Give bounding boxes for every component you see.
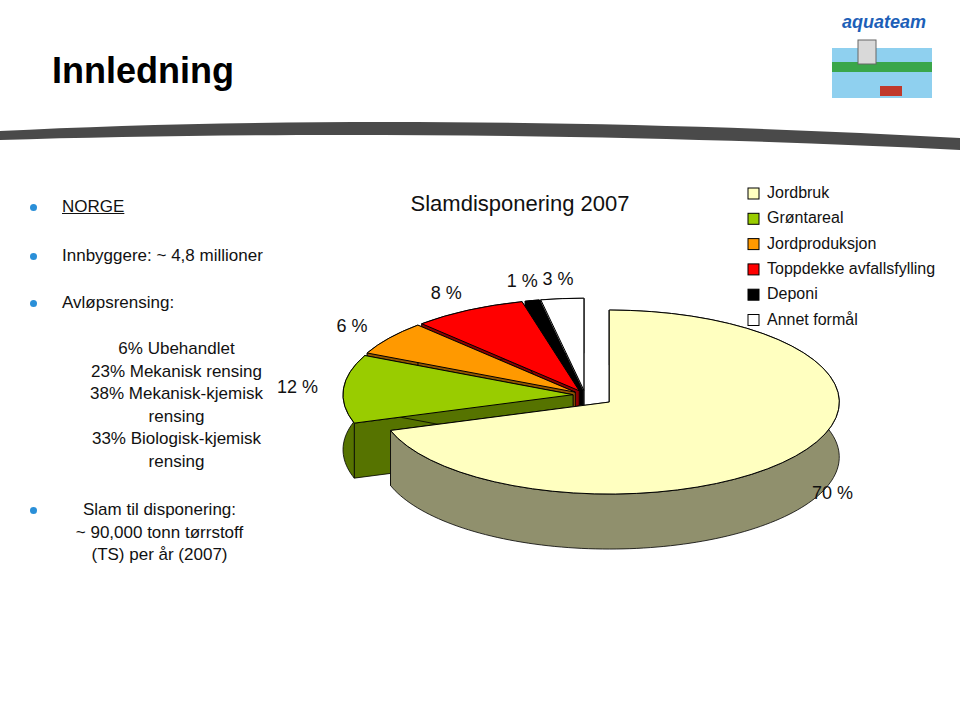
legend-swatch xyxy=(748,264,759,275)
data-label: 70 % xyxy=(812,483,853,503)
bullet: Slam til disponering:~ 90,000 tonn tørrs… xyxy=(62,499,257,567)
sub-item: 23% Mekanisk rensing xyxy=(74,361,279,384)
legend-swatch xyxy=(748,315,759,326)
bullet: Innbyggere: ~ 4,8 millioner xyxy=(62,245,322,268)
bullet-dot xyxy=(30,204,37,211)
logo-ground xyxy=(832,62,932,72)
logo: aquateam xyxy=(832,12,932,98)
sub-item: 38% Mekanisk-kjemisk rensing xyxy=(74,383,279,428)
slice-group xyxy=(391,310,840,549)
bullet-line: ~ 90,000 tonn tørrstoff xyxy=(62,522,257,545)
logo-text: aquateam xyxy=(842,12,926,32)
logo-tank xyxy=(880,86,902,96)
data-label: 12 % xyxy=(277,377,318,397)
slide-title: Innledning xyxy=(52,50,234,91)
legend-label: Toppdekke avfallsfylling xyxy=(767,260,935,277)
sub-item: 33% Biologisk-kjemisk rensing xyxy=(74,428,279,473)
logo-building xyxy=(858,40,876,64)
data-label: 3 % xyxy=(542,269,573,289)
bullet-dot xyxy=(30,507,37,514)
legend-swatch xyxy=(748,213,759,224)
legend: Jordbruk Grøntareal Jordproduksjon Toppdekk… xyxy=(748,184,935,328)
pie-slice xyxy=(391,310,840,494)
data-label: 1 % xyxy=(507,271,538,291)
bullet-dot xyxy=(30,253,37,260)
sub-list: 6% Ubehandlet23% Mekanisk rensing38% Mek… xyxy=(74,338,279,473)
bullet: Avløpsrensing: xyxy=(62,292,322,315)
bullet-dot xyxy=(30,300,37,307)
legend-label: Deponi xyxy=(767,285,818,302)
bullet-line: (TS) per år (2007) xyxy=(62,544,257,567)
legend-label: Annet formål xyxy=(767,311,858,328)
slice-side xyxy=(391,310,840,549)
data-label: 6 % xyxy=(336,316,367,336)
legend-swatch xyxy=(748,289,759,300)
bullet-line: NORGE xyxy=(62,196,322,219)
header-band xyxy=(0,122,960,150)
bullet-line: Slam til disponering: xyxy=(62,499,257,522)
legend-label: Jordproduksjon xyxy=(767,235,876,252)
bullet-line: Innbyggere: ~ 4,8 millioner xyxy=(62,245,322,268)
legend-swatch xyxy=(748,188,759,199)
legend-label: Jordbruk xyxy=(767,184,830,201)
pie xyxy=(343,298,839,549)
data-label: 8 % xyxy=(431,283,462,303)
sub-item: 6% Ubehandlet xyxy=(74,338,279,361)
legend-label: Grøntareal xyxy=(767,209,843,226)
bullet-line: Avløpsrensing: xyxy=(62,292,322,315)
chart-title: Slamdisponering 2007 xyxy=(411,191,630,216)
legend-swatch xyxy=(748,239,759,250)
logo-water xyxy=(832,48,932,98)
bullet: NORGE xyxy=(62,196,322,219)
